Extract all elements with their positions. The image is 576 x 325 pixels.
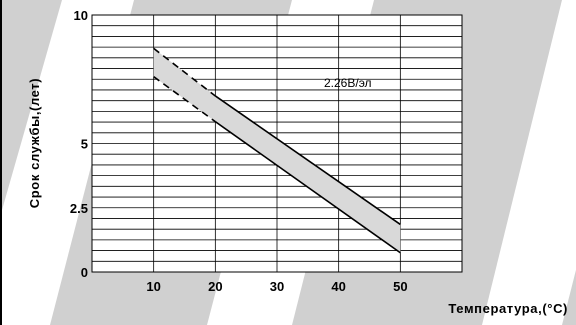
y-axis-title: Срок службы,(лет) (27, 78, 42, 208)
x-axis-title: Температура,(°C) (448, 301, 568, 316)
background-stripe (482, 0, 576, 325)
x-tick-label: 20 (208, 279, 222, 294)
x-tick-labels: 10 20 30 40 50 (146, 279, 407, 294)
x-tick-label: 40 (331, 279, 345, 294)
y-tick-label: 5 (81, 137, 88, 152)
y-tick-label: 2.5 (70, 201, 88, 216)
y-tick-label: 0 (81, 265, 88, 280)
x-tick-label: 50 (393, 279, 407, 294)
voltage-annotation: 2.26В/эл (324, 76, 372, 90)
x-tick-label: 10 (146, 279, 160, 294)
y-tick-label: 10 (74, 8, 88, 23)
x-tick-label: 30 (270, 279, 284, 294)
